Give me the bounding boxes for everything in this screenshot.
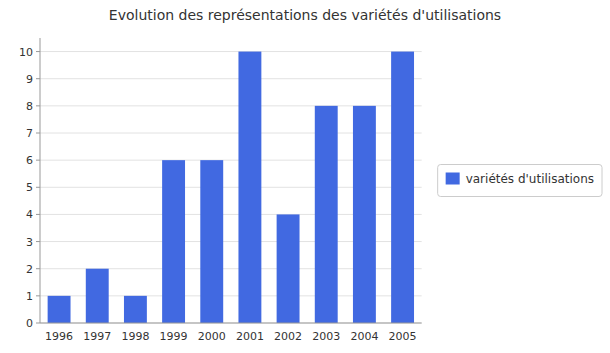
x-axis-line bbox=[40, 323, 422, 324]
tick-label: 2003 bbox=[312, 330, 340, 343]
legend-label: variétés d'utilisations bbox=[466, 172, 594, 186]
bar bbox=[86, 269, 109, 323]
tick-mark bbox=[36, 51, 40, 52]
title: Evolution des représentations des variét… bbox=[109, 7, 501, 23]
tick-label: 5 bbox=[26, 181, 33, 194]
tick-label: 2002 bbox=[274, 330, 302, 343]
bar bbox=[162, 160, 185, 323]
tick-label: 8 bbox=[26, 100, 33, 113]
legend: variétés d'utilisations bbox=[438, 165, 602, 197]
tick-mark bbox=[36, 78, 40, 79]
page: {"chart_data": {"type": "bar", "title": … bbox=[0, 0, 610, 353]
tick-label: 10 bbox=[19, 46, 33, 59]
grid-line bbox=[40, 78, 422, 79]
tick-mark bbox=[36, 268, 40, 269]
tick-mark bbox=[36, 133, 40, 134]
tick-label: 2 bbox=[26, 263, 33, 276]
tick-mark bbox=[36, 105, 40, 106]
grid-line bbox=[40, 51, 422, 52]
tick-label: 2004 bbox=[350, 330, 378, 343]
tick-mark bbox=[36, 214, 40, 215]
tick-label: 2005 bbox=[389, 330, 417, 343]
y-axis-line bbox=[40, 38, 41, 323]
tick-label: 1996 bbox=[45, 330, 73, 343]
tick-label: 2001 bbox=[236, 330, 264, 343]
tick-label: 7 bbox=[26, 127, 33, 140]
tick-label: 4 bbox=[26, 208, 33, 221]
tick-mark bbox=[36, 187, 40, 188]
tick-mark bbox=[36, 323, 40, 324]
bar bbox=[124, 296, 147, 323]
tick-label: 1 bbox=[26, 290, 33, 303]
tick-label: 1999 bbox=[160, 330, 188, 343]
tick-label: 3 bbox=[26, 236, 33, 249]
bar bbox=[48, 296, 71, 323]
tick-label: 1998 bbox=[121, 330, 149, 343]
tick-mark bbox=[36, 160, 40, 161]
x-axis: 1996 1997 1998 1999 2000 2001 2002 2003 2004 2005 bbox=[45, 330, 416, 343]
tick-label: 0 bbox=[26, 317, 33, 330]
grid-line bbox=[40, 323, 422, 324]
tick-label: 6 bbox=[26, 154, 33, 167]
bar bbox=[277, 214, 300, 323]
legend-box bbox=[438, 165, 602, 197]
bar bbox=[391, 52, 414, 323]
bar bbox=[353, 106, 376, 323]
y-axis: 0 1 2 3 4 5 6 7 8 9 10 bbox=[19, 46, 422, 330]
tick-label: 9 bbox=[26, 73, 33, 86]
legend-swatch bbox=[446, 173, 460, 185]
tick-mark bbox=[36, 295, 40, 296]
tick-label: 1997 bbox=[83, 330, 111, 343]
tick-mark bbox=[36, 241, 40, 242]
tick-label: 2000 bbox=[198, 330, 226, 343]
bar bbox=[315, 106, 338, 323]
chart-container: Evolution des représentations des variét… bbox=[0, 0, 610, 353]
chart-svg: Evolution des représentations des variét… bbox=[0, 0, 610, 353]
bar bbox=[238, 52, 261, 323]
bars bbox=[48, 52, 414, 323]
bar bbox=[200, 160, 223, 323]
